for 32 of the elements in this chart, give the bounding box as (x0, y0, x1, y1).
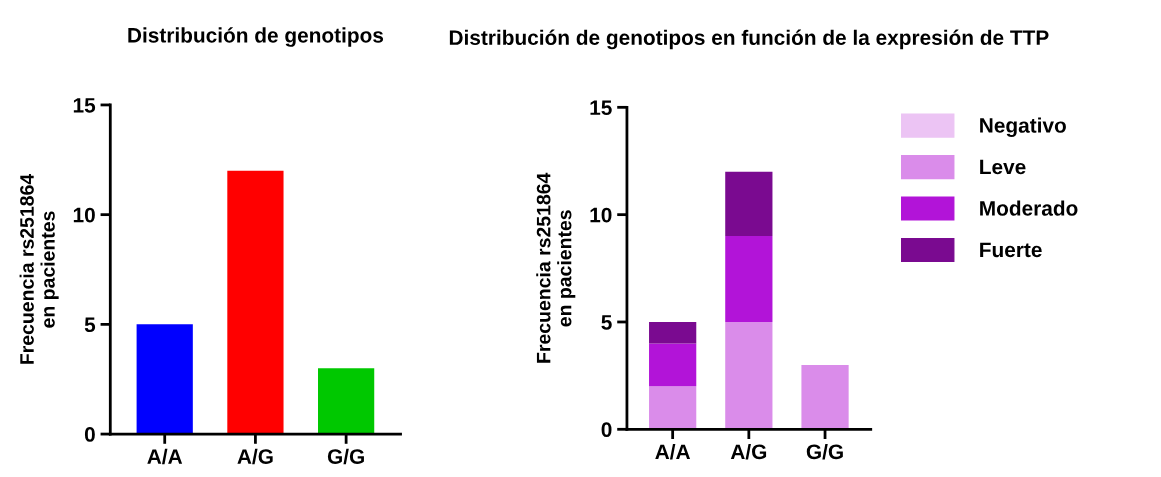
legend-label: Moderado (980, 200, 1078, 216)
bar (649, 386, 697, 430)
x-tick-label: A/G (237, 448, 273, 465)
chart-title: Distribución de genotipos en función de la expresión de TTP (449, 29, 1049, 50)
y-tick-label: 15 (73, 98, 96, 113)
bar (136, 324, 193, 435)
x-tick-label: G/G (327, 448, 364, 465)
legend-label: Fuerte (980, 242, 1042, 258)
y-tick-label: 5 (601, 315, 612, 330)
x-tick-label: A/G (730, 443, 767, 460)
bar (649, 343, 697, 387)
y-tick-label: 10 (73, 207, 95, 223)
y-axis-title: Frecuencia rs251864 en pacientes (536, 172, 576, 363)
y-axis-title: Frecuencia rs251864 en pacientes (19, 173, 59, 364)
bar (649, 321, 697, 344)
bar (227, 170, 284, 435)
bar (725, 171, 773, 237)
chart-title: Distribución de genotipos (128, 27, 384, 47)
bar (725, 236, 773, 322)
bar (318, 368, 375, 435)
y-tick-label: 0 (601, 422, 612, 438)
x-tick-label: A/A (655, 443, 691, 460)
bar (801, 364, 849, 430)
x-tick-label: G/G (806, 443, 843, 460)
x-tick-label: A/A (147, 448, 183, 465)
legend-label: Negativo (980, 117, 1066, 137)
bar (725, 321, 773, 430)
legend-label: Leve (980, 159, 1026, 175)
y-tick-label: 10 (590, 207, 612, 223)
y-tick-label: 15 (590, 100, 612, 116)
y-tick-label: 0 (84, 427, 95, 442)
y-tick-label: 5 (84, 317, 96, 333)
